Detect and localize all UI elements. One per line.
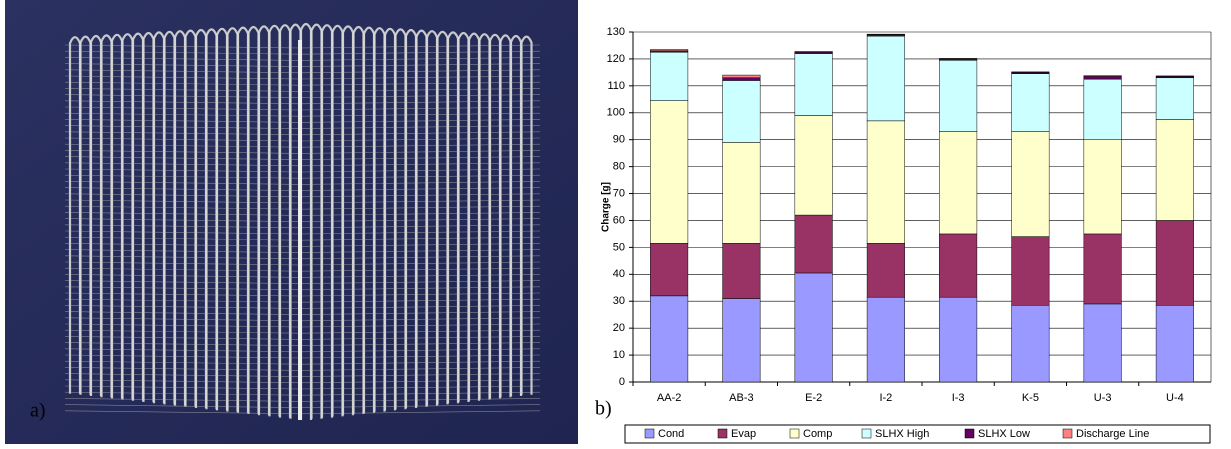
legend-label: Evap bbox=[731, 428, 756, 440]
legend-label: Cond bbox=[658, 428, 684, 440]
y-tick-label: 80 bbox=[613, 161, 625, 173]
bar-segment bbox=[794, 115, 833, 216]
x-tick-label: U-3 bbox=[1094, 392, 1112, 404]
bar-segment bbox=[866, 35, 905, 122]
x-tick-label: AA-2 bbox=[657, 392, 681, 404]
bar-segment bbox=[939, 233, 978, 298]
legend-label: Discharge Line bbox=[1076, 428, 1149, 440]
bar-segment bbox=[939, 60, 978, 132]
bar-segment bbox=[722, 74, 761, 79]
y-tick-label: 100 bbox=[607, 107, 625, 119]
legend-swatch bbox=[789, 428, 800, 439]
legend-swatch bbox=[1062, 428, 1073, 439]
coil-tube bbox=[520, 35, 533, 395]
panel-label: a) bbox=[30, 400, 46, 422]
coil-divider bbox=[298, 40, 302, 420]
x-tick-label: I-3 bbox=[952, 392, 965, 404]
bar-segment bbox=[794, 51, 833, 53]
bar-segment bbox=[1083, 76, 1122, 80]
bar-segment bbox=[1011, 73, 1050, 132]
bar-segment bbox=[939, 58, 978, 60]
bar-segment bbox=[650, 243, 689, 297]
bar-segment bbox=[1011, 305, 1050, 383]
bar-segment bbox=[1155, 305, 1194, 383]
y-tick-label: 120 bbox=[607, 53, 625, 65]
bar-segment bbox=[1011, 236, 1050, 306]
y-tick-label: 50 bbox=[613, 241, 625, 253]
bar-segment bbox=[722, 142, 761, 244]
bar-segment bbox=[1155, 220, 1194, 306]
bar-segment bbox=[866, 243, 905, 298]
x-tick-label: E-2 bbox=[805, 392, 822, 404]
bar-segment bbox=[1155, 119, 1194, 221]
y-tick-label: 40 bbox=[613, 268, 625, 280]
bar-segment bbox=[939, 131, 978, 235]
x-tick-label: U-4 bbox=[1166, 392, 1184, 404]
legend-swatch bbox=[964, 428, 975, 439]
bar-segment bbox=[1155, 77, 1194, 120]
bar-segment bbox=[722, 77, 761, 81]
bar-segment bbox=[794, 214, 833, 274]
bar-segment bbox=[866, 33, 905, 35]
bar-segment bbox=[650, 51, 689, 101]
legend-label: Comp bbox=[803, 428, 832, 440]
legend-swatch bbox=[717, 428, 728, 439]
bar-segment bbox=[722, 80, 761, 143]
bar-segment bbox=[1011, 131, 1050, 237]
bar-segment bbox=[866, 296, 905, 383]
legend-swatch bbox=[861, 428, 872, 439]
y-tick-label: 20 bbox=[613, 322, 625, 334]
legend-label: SLHX Low bbox=[978, 428, 1030, 440]
bar-segment bbox=[939, 296, 978, 383]
bar-segment bbox=[650, 295, 689, 383]
y-tick-label: 110 bbox=[607, 80, 625, 92]
panel-label: b) bbox=[595, 398, 612, 420]
y-tick-label: 60 bbox=[613, 214, 625, 226]
y-tick-label: 70 bbox=[613, 187, 625, 199]
y-tick-label: 10 bbox=[613, 349, 625, 361]
y-tick-label: 130 bbox=[607, 26, 625, 38]
coil-drawing bbox=[64, 22, 541, 420]
bar-segment bbox=[1083, 303, 1122, 383]
x-tick-label: I-2 bbox=[879, 392, 892, 404]
y-tick-label: 30 bbox=[613, 295, 625, 307]
bar-segment bbox=[866, 120, 905, 244]
x-tick-label: K-5 bbox=[1022, 392, 1039, 404]
bar-segment bbox=[1083, 78, 1122, 140]
y-tick-label: 0 bbox=[619, 376, 625, 388]
bar-segment bbox=[1083, 75, 1122, 77]
y-tick-label: 90 bbox=[613, 134, 625, 146]
bar-segment bbox=[650, 49, 689, 52]
bar-segment bbox=[1011, 71, 1050, 73]
bar-segment bbox=[650, 100, 689, 244]
x-tick-label: AB-3 bbox=[729, 392, 753, 404]
bar-segment bbox=[1155, 75, 1194, 77]
legend-swatch bbox=[644, 428, 655, 439]
bar-segment bbox=[1083, 233, 1122, 305]
legend-label: SLHX High bbox=[875, 428, 929, 440]
bar-segment bbox=[722, 298, 761, 383]
bar-segment bbox=[794, 53, 833, 116]
bar-segment bbox=[722, 243, 761, 299]
bar-segment bbox=[794, 272, 833, 383]
bar-segment bbox=[1083, 139, 1122, 235]
y-axis-label: Charge [g] bbox=[601, 182, 612, 232]
